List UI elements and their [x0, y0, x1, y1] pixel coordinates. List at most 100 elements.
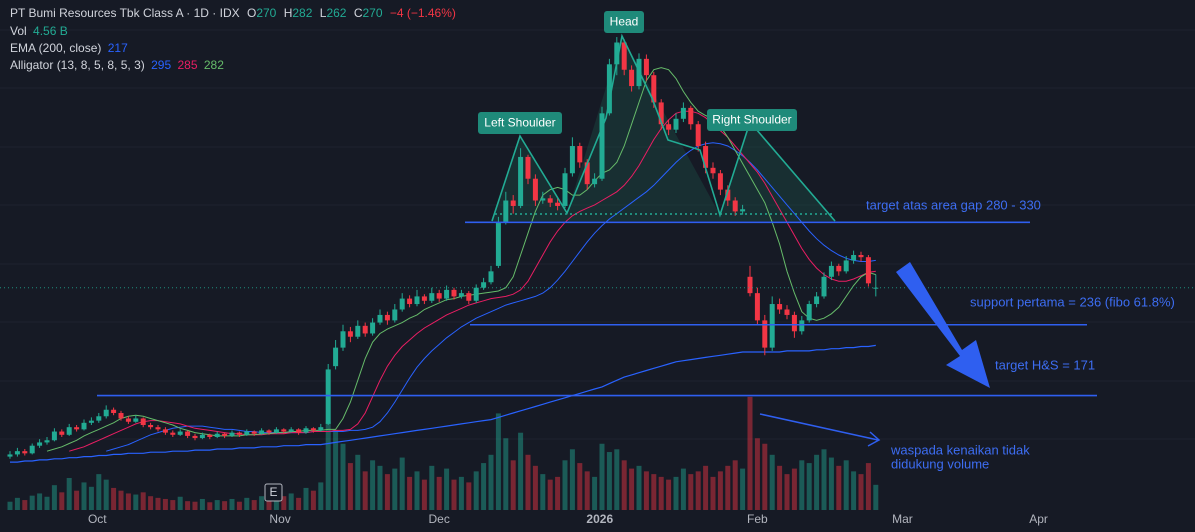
volume-bar: [754, 438, 760, 510]
x-tick-label: Mar: [892, 512, 913, 526]
candle-body: [740, 209, 746, 212]
pattern-label: Head: [610, 15, 639, 29]
candle-body: [29, 445, 35, 454]
note-arrow: [759, 413, 879, 441]
candle-body: [799, 320, 805, 332]
candle-body: [592, 178, 598, 185]
candle-body: [555, 202, 561, 206]
volume-bar: [37, 493, 43, 510]
volume-bar: [347, 463, 353, 510]
volume-bar: [444, 468, 450, 510]
volume-bar: [44, 496, 50, 510]
volume-bar: [851, 471, 857, 510]
x-tick-label: Dec: [429, 512, 450, 526]
candle-body: [199, 434, 205, 439]
candle-body: [155, 427, 161, 430]
volume-bar: [629, 468, 635, 510]
volume-bar: [170, 500, 176, 510]
candle-body: [340, 331, 346, 348]
candle-body: [414, 296, 420, 305]
volume-bar: [799, 460, 805, 510]
candle-body: [836, 265, 842, 272]
volume-bar: [29, 495, 35, 510]
ohlc-value: 282: [292, 6, 312, 20]
volume-bar: [762, 443, 768, 510]
volume-bar: [236, 501, 242, 510]
volume-bar: [643, 471, 649, 510]
candle-body: [584, 162, 590, 185]
volume-bar: [177, 496, 183, 510]
candle-body: [325, 369, 331, 424]
level-note: support pertama = 236 (fibo 61.8%): [970, 294, 1175, 309]
ohlc-tag: O: [247, 6, 256, 20]
volume-bar: [466, 482, 472, 510]
volume-bar: [140, 492, 146, 510]
indicator-line: [10, 344, 876, 463]
volume-bar: [355, 454, 361, 510]
label-box: [707, 109, 797, 131]
legend-line: PT Bumi Resources Tbk Class A · 1D · IDX…: [10, 6, 456, 20]
candle-body: [333, 347, 339, 367]
candle-body: [481, 282, 487, 288]
volume-note: didukung volume: [891, 456, 989, 471]
volume-bar: [569, 449, 575, 510]
candle-body: [303, 428, 309, 433]
volume-bar: [244, 497, 250, 510]
volume-layer: [7, 396, 879, 510]
candle-body: [66, 427, 72, 435]
volume-bar: [865, 463, 871, 510]
alligator-value: 282: [204, 58, 224, 72]
ohlc-tag: C: [354, 6, 363, 20]
volume-bar: [525, 454, 531, 510]
candle-body: [162, 429, 168, 433]
volume-bar: [473, 471, 479, 510]
volume-bar: [281, 496, 287, 510]
candle-body: [281, 429, 287, 432]
candle-body: [525, 156, 531, 179]
candle-body: [821, 276, 827, 297]
candle-body: [695, 124, 701, 147]
volume-bar: [703, 465, 709, 510]
candle-body: [133, 418, 139, 422]
pattern-label: Right Shoulder: [712, 113, 791, 127]
volume-bar: [658, 476, 664, 510]
earnings-badge[interactable]: [264, 483, 283, 502]
volume-bar: [843, 460, 849, 510]
legend-line: Vol 4.56 B: [10, 24, 68, 38]
volume-bar: [555, 476, 561, 510]
candle-body: [666, 124, 672, 130]
volume-bar: [103, 479, 109, 510]
candle-body: [384, 314, 390, 321]
volume-bar: [399, 457, 405, 510]
x-tick-label: Apr: [1029, 512, 1048, 526]
candle-body: [288, 429, 294, 432]
volume-bar: [133, 494, 139, 510]
candle-body: [814, 296, 820, 305]
candle-body: [273, 429, 279, 433]
note-arrow-head: [867, 431, 881, 447]
volume-bar: [51, 485, 57, 510]
head-and-shoulders-outline: [491, 33, 836, 222]
candle-body: [806, 304, 812, 321]
candle-body: [784, 309, 790, 315]
candle-body: [14, 451, 20, 455]
volume-bar: [717, 471, 723, 510]
volume-bar: [606, 452, 612, 510]
volume-bar: [185, 501, 191, 510]
candle-body: [495, 222, 501, 266]
candle-body: [96, 416, 102, 421]
volume-bar: [680, 468, 686, 510]
volume-bar: [858, 474, 864, 510]
volume-bar: [577, 463, 583, 510]
candle-body: [629, 69, 635, 87]
volume-bar: [725, 465, 731, 510]
volume-bar: [259, 496, 265, 510]
candle-body: [259, 430, 265, 434]
label-box: [604, 11, 644, 33]
candle-body: [192, 435, 198, 439]
volume-bar: [806, 463, 812, 510]
volume-bar: [873, 484, 879, 510]
candle-body: [518, 156, 524, 206]
candle-body: [532, 178, 538, 201]
candle-body: [732, 200, 738, 212]
